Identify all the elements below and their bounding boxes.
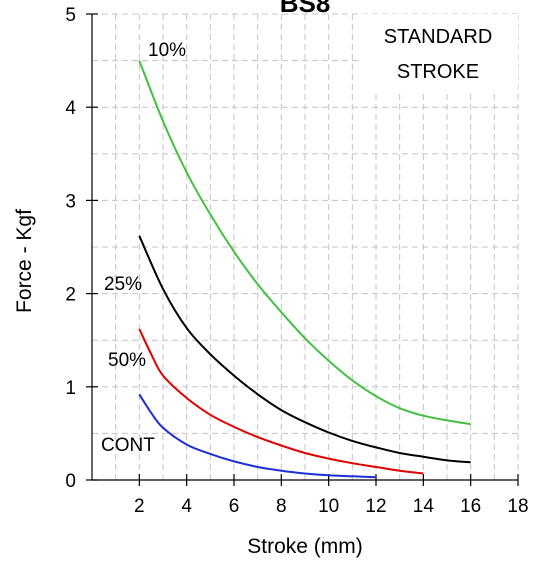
series-line-25 — [138, 235, 471, 464]
series-line-cont — [138, 393, 377, 479]
x-tick-label: 18 — [507, 496, 528, 517]
x-axis-title: Stroke (mm) — [247, 535, 363, 558]
curve-label-10: 10% — [148, 40, 186, 61]
axes — [91, 14, 518, 481]
y-tick-label: 0 — [65, 471, 76, 492]
x-tick-label: 10 — [318, 496, 339, 517]
annotation-box: STANDARD STROKE — [358, 14, 518, 92]
y-axis-title: Force - Kgf — [13, 209, 36, 313]
series-line-50 — [138, 328, 424, 475]
x-tick-label: 6 — [229, 496, 240, 517]
x-tick-label: 8 — [276, 496, 287, 517]
x-tick-label: 16 — [460, 496, 481, 517]
x-tick-label: 2 — [134, 496, 145, 517]
annotation-line-1: STANDARD — [384, 26, 493, 48]
chart-title: BS8 — [280, 0, 331, 18]
curves — [138, 60, 471, 479]
y-tick-label: 1 — [65, 378, 76, 399]
y-tick-label: 3 — [65, 191, 76, 212]
grid — [92, 13, 519, 480]
x-tick-label: 4 — [181, 496, 192, 517]
y-tick-label: 5 — [65, 5, 76, 26]
annotation-background — [358, 14, 518, 92]
series-line-10 — [138, 60, 471, 426]
curve-label-cont: CONT — [101, 435, 155, 456]
curve-label-50: 50% — [108, 350, 146, 371]
x-tick-label: 12 — [365, 496, 386, 517]
y-tick-label: 2 — [65, 285, 76, 306]
y-tick-label: 4 — [65, 98, 76, 119]
x-tick-label: 14 — [413, 496, 435, 517]
annotation-line-2: STROKE — [397, 61, 479, 83]
curve-label-25: 25% — [104, 274, 142, 295]
